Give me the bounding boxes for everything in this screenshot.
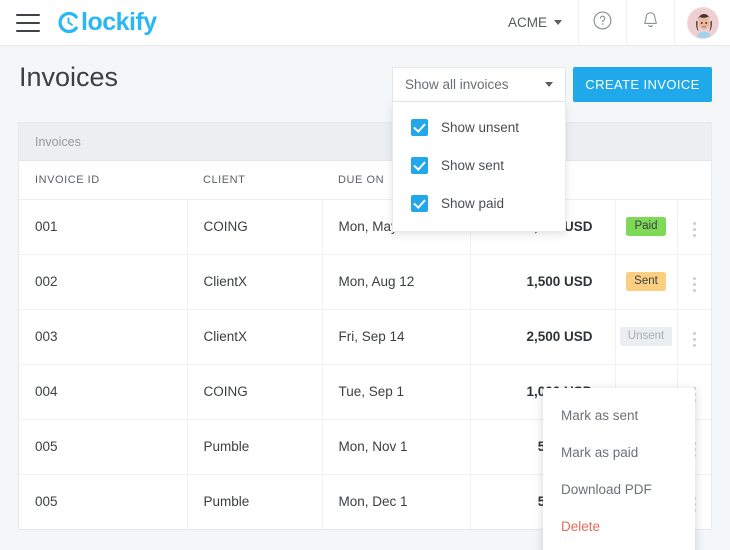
cell-amount: 1,500 USD [469,254,615,310]
invoice-filter-value: Show all invoices [405,77,509,92]
avatar [686,6,719,39]
hamburger-line [16,21,40,24]
workspace-selector[interactable]: ACME [492,0,578,46]
checkbox-checked-icon[interactable] [411,156,428,174]
cell-client: Pumble [186,419,322,475]
invoices-card: Invoices INVOICE ID CLIENT DUE ON 001 COI… [18,122,712,530]
invoice-row-context-menu: Mark as sent Mark as paid Download PDF Dele… [543,388,695,550]
context-menu-item-mark-as-sent[interactable]: Mark as sent [561,408,639,423]
cell-amount: 2,500 USD [469,309,615,365]
clockify-c-clock-icon [57,11,80,34]
page-title: Invoices [19,62,119,92]
checkbox-checked-icon[interactable] [411,118,428,136]
top-navigation-bar: lockify ACME [0,0,730,46]
cell-actions [676,199,711,255]
card-caption: Invoices [19,123,711,161]
checkbox-checked-icon[interactable] [411,194,428,212]
column-header-actions [677,161,711,200]
cell-status: Paid [614,199,677,255]
cell-actions [676,309,711,365]
cell-due-on: Mon, Aug 12 [321,254,470,310]
filter-option-label: Show sent [441,157,505,173]
logo-wordmark: lockify [81,8,157,36]
bell-icon [640,10,661,36]
workspace-name: ACME [507,15,547,30]
row-more-options-icon[interactable] [687,218,702,241]
cell-due-on: Mon, Dec 1 [321,474,470,529]
help-circle-icon [592,10,613,36]
column-header-client[interactable]: CLIENT [187,161,322,200]
status-badge: Paid [626,216,666,237]
cell-client: COING [186,199,322,255]
column-header-status[interactable] [615,161,677,200]
filter-option-show-sent[interactable]: Show sent [393,146,565,184]
table-row[interactable]: 003 ClientX Fri, Sep 14 2,500 USD Unsent [19,309,711,365]
filter-option-show-unsent[interactable]: Show unsent [393,108,565,146]
cell-invoice-id: 003 [19,309,187,365]
context-menu-item-download-pdf[interactable]: Download PDF [561,482,652,497]
column-header-invoice-id[interactable]: INVOICE ID [19,161,187,200]
cell-client: Pumble [186,474,322,529]
cell-due-on: Mon, Nov 1 [321,419,470,475]
chevron-down-icon [554,20,562,25]
filter-option-label: Show paid [441,195,505,211]
hamburger-line [16,13,40,16]
hamburger-line [16,29,40,32]
cell-due-on: Fri, Sep 14 [321,309,470,365]
create-invoice-button[interactable]: CREATE INVOICE [573,67,712,102]
status-badge: Unsent [619,326,673,347]
user-menu-button[interactable] [674,0,730,46]
table-header: INVOICE ID CLIENT DUE ON [19,161,711,200]
cell-due-on: Tue, Sep 1 [321,364,470,420]
cell-status: Sent [614,254,677,310]
status-badge: Sent [626,271,666,292]
invoices-table: INVOICE ID CLIENT DUE ON 001 COING Mon, Ma… [19,161,711,529]
filter-option-show-paid[interactable]: Show paid [393,184,565,222]
notifications-button[interactable] [626,0,674,46]
help-button[interactable] [578,0,626,46]
invoice-filter-select[interactable]: Show all invoices [392,67,566,102]
cell-client: COING [186,364,322,420]
topbar-right-group: ACME [492,0,730,46]
cell-client: ClientX [186,254,322,310]
cell-status: Unsent [614,309,677,365]
row-more-options-icon[interactable] [687,328,702,351]
cell-client: ClientX [186,309,322,365]
filter-option-label: Show unsent [441,119,520,135]
cell-invoice-id: 004 [19,364,187,420]
context-menu-item-mark-as-paid[interactable]: Mark as paid [561,445,639,460]
invoice-filter-dropdown: Show unsent Show sent Show paid [392,102,566,232]
cell-invoice-id: 001 [19,199,187,255]
context-menu-item-delete[interactable]: Delete [561,519,601,534]
row-more-options-icon[interactable] [687,273,702,296]
table-header-row: INVOICE ID CLIENT DUE ON [19,161,711,200]
table-row[interactable]: 002 ClientX Mon, Aug 12 1,500 USD Sent [19,254,711,310]
hamburger-menu-icon[interactable] [16,13,40,32]
cell-invoice-id: 005 [19,419,187,475]
cell-invoice-id: 002 [19,254,187,310]
cell-actions [676,254,711,310]
chevron-down-icon [545,82,553,87]
cell-invoice-id: 005 [35,494,58,510]
clockify-logo[interactable]: lockify [57,8,157,37]
